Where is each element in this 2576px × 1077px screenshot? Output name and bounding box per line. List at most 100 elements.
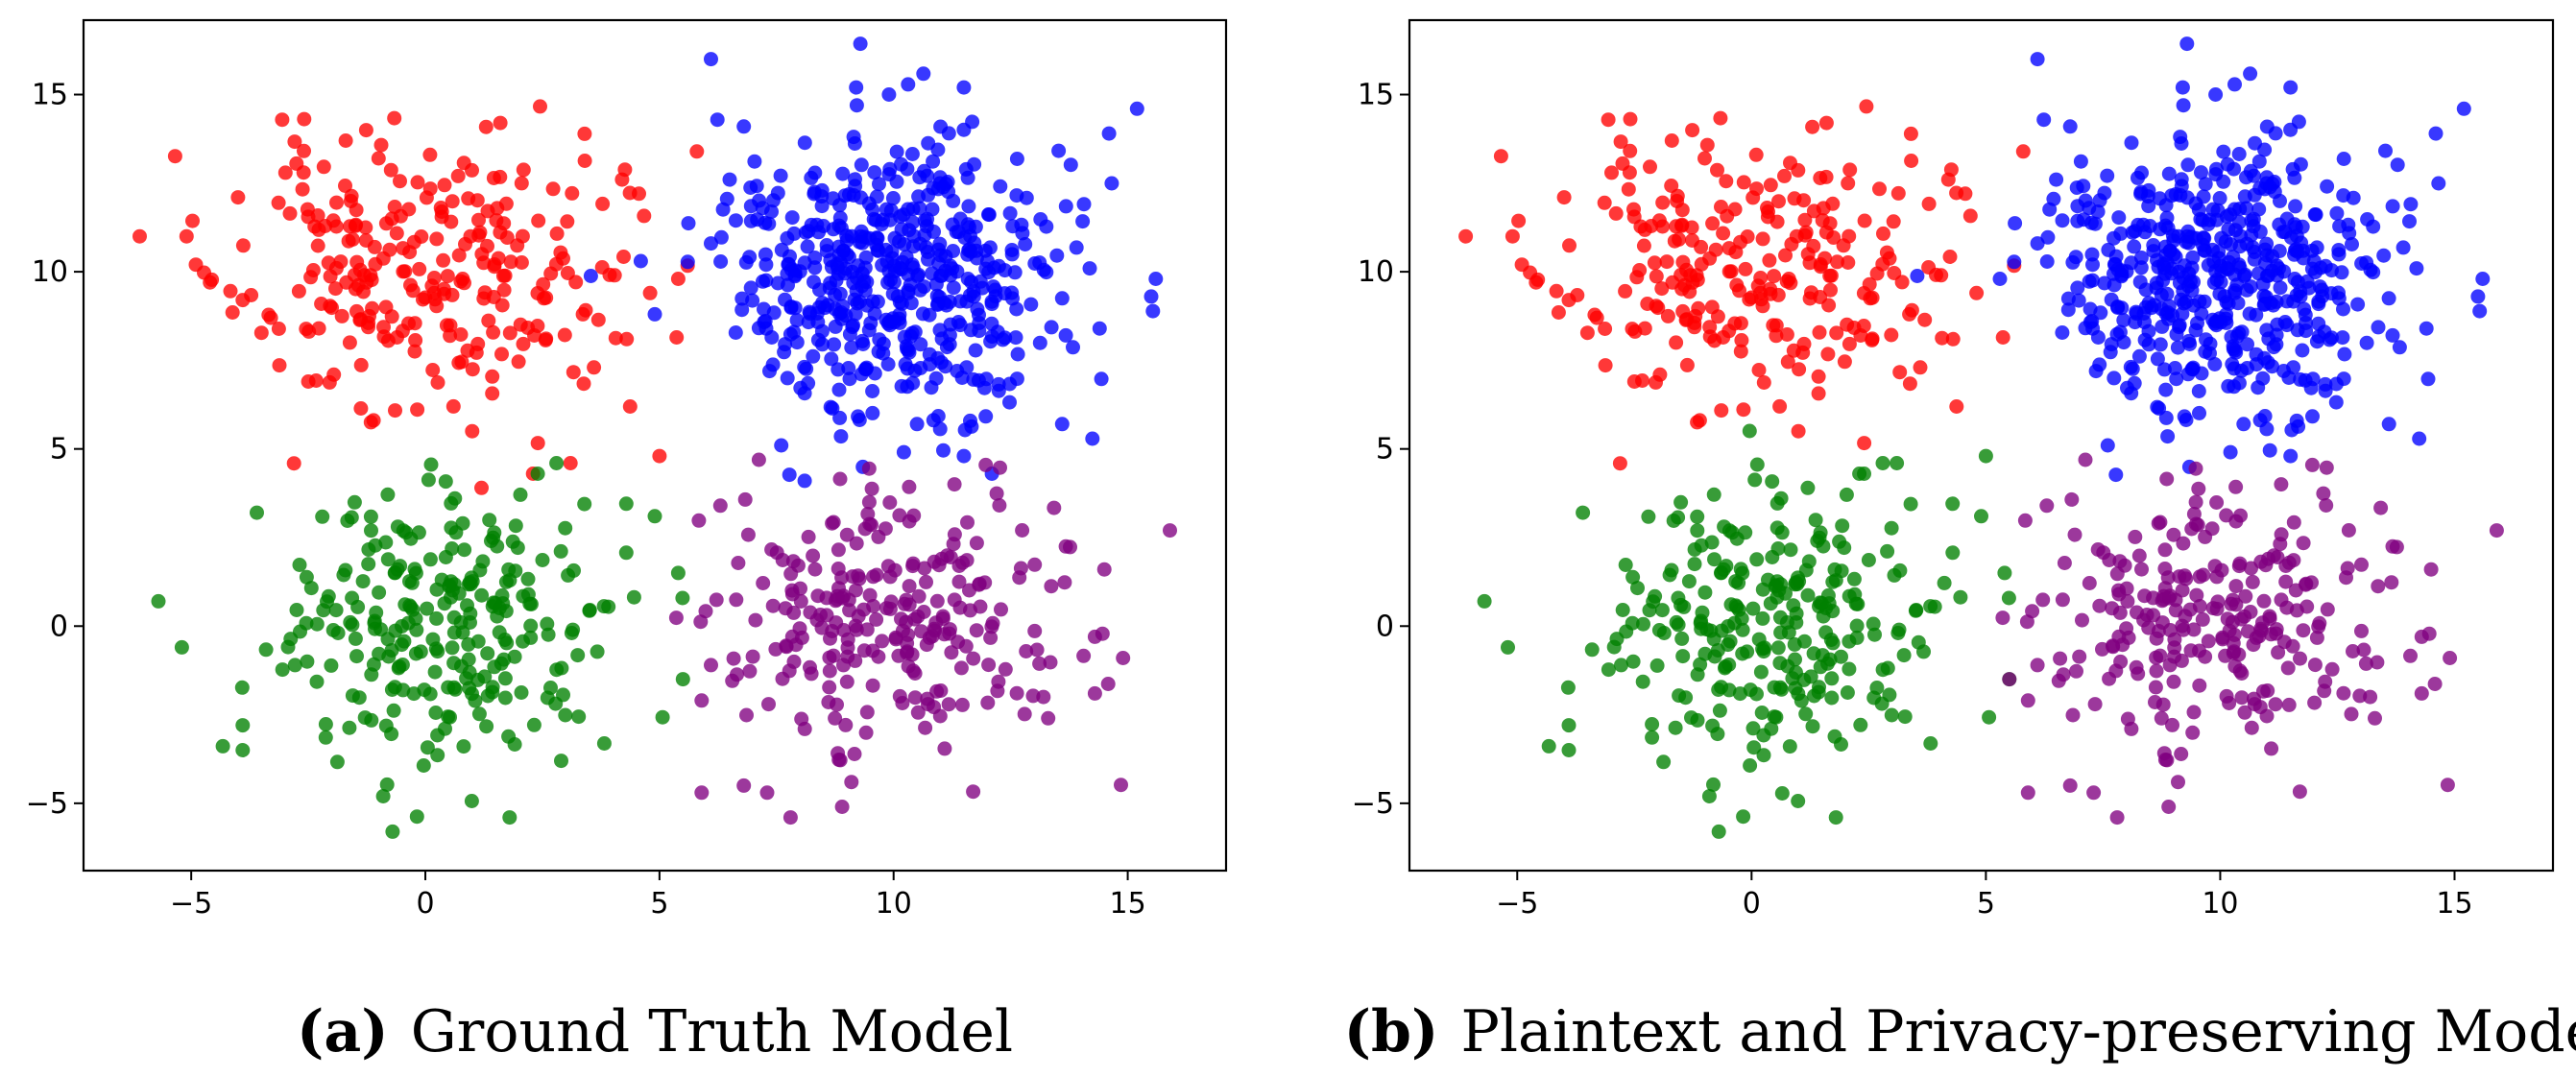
panel-b-cluster-red-point: [1597, 195, 1612, 210]
panel-b-cluster-purple-point: [2214, 562, 2229, 578]
panel-a-cluster-blue-point: [1085, 431, 1100, 446]
panel-a-cluster-red-point: [616, 250, 631, 264]
panel-b-cluster-purple-point: [2209, 601, 2225, 616]
panel-a-cluster-red-point: [301, 323, 317, 339]
panel-a-cluster-blue-point: [886, 258, 902, 274]
panel-a-cluster-purple-point: [822, 680, 837, 695]
panel-b-cluster-red-point: [1995, 330, 2010, 345]
panel-a-cluster-red-point: [476, 255, 492, 271]
panel-b-cluster-blue-point: [2402, 214, 2417, 229]
panel-a-cluster-purple-point: [891, 648, 906, 663]
panel-b-cluster-red-point: [1679, 357, 1695, 372]
panel-a-cluster-blue-point: [916, 66, 931, 82]
panel-a-cluster-blue-point: [984, 297, 999, 312]
panel-a-cluster-purple-point: [882, 601, 898, 616]
panel-b-points: [1458, 36, 2504, 839]
panel-b-cluster-green-point: [1832, 534, 1847, 549]
panel-b-cluster-blue-point: [2336, 152, 2351, 166]
panel-a-cluster-red-point: [536, 276, 551, 292]
panel-b-cluster-green-point: [1834, 649, 1848, 664]
panel-b-cluster-red-point: [1736, 175, 1751, 190]
panel-b-cluster-purple-point: [2149, 663, 2164, 679]
panel-b-cluster-purple-point: [2166, 527, 2181, 542]
panel-b-cluster-blue-point: [2062, 119, 2078, 134]
panel-a-cluster-blue-point: [633, 253, 648, 269]
panel-a-cluster-blue-point: [964, 419, 979, 434]
panel-b-cluster-red-point: [1781, 272, 1796, 286]
panel-a-cluster-green-point: [235, 743, 251, 757]
panel-b-cluster-red-point: [1551, 305, 1566, 320]
panel-b-cluster-purple-point: [2370, 655, 2385, 670]
panel-a-cluster-purple-point: [1013, 561, 1028, 576]
panel-a-cluster-blue-point: [835, 166, 851, 181]
panel-b-cluster-purple-point: [2363, 689, 2378, 705]
panel-b-cluster-blue-point: [2007, 254, 2022, 270]
panel-b-cluster-green-point: [1853, 717, 1868, 732]
panel-a-cluster-green-point: [293, 624, 307, 639]
panel-b-cluster-red-point: [1748, 147, 1764, 162]
panel-b-cluster-red-point: [1857, 436, 1872, 451]
panel-a-cluster-blue-point: [784, 210, 800, 226]
panel-b-cluster-purple-point: [2489, 523, 2504, 538]
panel-b-cluster-blue-point: [2146, 238, 2161, 252]
panel-b-cluster-blue-point: [2287, 170, 2302, 185]
panel-b-cluster-purple-point: [2165, 717, 2179, 732]
panel-a-cluster-green-point: [429, 610, 445, 626]
panel-a-cluster-purple-point: [928, 615, 944, 631]
panel-b-cluster-purple-point: [2249, 630, 2264, 645]
panel-a-cluster-red-point: [436, 252, 451, 268]
panel-a-cluster-blue-point: [1058, 199, 1073, 214]
panel-a-cluster-blue-point: [921, 251, 935, 267]
panel-b-cluster-green-point: [1783, 542, 1798, 558]
panel-a-cluster-purple-point: [736, 778, 752, 793]
panel-a-cluster-blue-point: [761, 216, 777, 231]
panel-a-cluster-purple-point: [917, 561, 932, 576]
panel-a-cluster-red-point: [223, 283, 238, 299]
panel-a-cluster-blue-point: [956, 448, 972, 464]
panel-b-cluster-purple-point: [2245, 574, 2260, 589]
panel-b-cluster-purple-point: [2232, 556, 2248, 571]
panel-b-cluster-blue-point: [2069, 180, 2084, 195]
panel-a-cluster-blue-point: [734, 302, 750, 318]
panel-b-cluster-blue-point: [1992, 272, 2008, 286]
panel-b-cluster-blue-point: [2249, 307, 2264, 323]
panel-b-cluster-purple-point: [2233, 508, 2248, 523]
panel-a-cluster-purple-point: [969, 623, 984, 638]
panel-b-cluster-purple-point: [2078, 452, 2093, 467]
panel-b-cluster-red-point: [1664, 133, 1679, 148]
panel-b-cluster-blue-point: [2127, 239, 2142, 254]
panel-a-cluster-purple-point: [929, 683, 945, 699]
panel-b-cluster-green-point: [1840, 685, 1855, 700]
panel-b-cluster-blue-point: [2409, 261, 2424, 276]
panel-b-cluster-purple-point: [2130, 605, 2144, 620]
panel-b-cluster-blue-point: [2209, 161, 2224, 177]
panel-a-cluster-purple-point: [878, 521, 893, 537]
panel-a-cluster-blue-point: [900, 342, 915, 356]
panel-b-cluster-purple-point: [2299, 576, 2314, 591]
panel-b-cluster-green-point: [1694, 538, 1709, 553]
panel-a-cluster-red-point: [485, 369, 500, 384]
panel-a-cluster-red-point: [689, 144, 705, 159]
panel-a-cluster-red-point: [460, 343, 475, 358]
panel-a-cluster-purple-point: [905, 556, 921, 571]
panel-b-cluster-blue-point: [2232, 260, 2248, 275]
panel-b-cluster-red-point: [1825, 196, 1841, 211]
panel-a-cluster-purple-point: [803, 605, 818, 620]
panel-a-cluster-blue-point: [926, 413, 941, 428]
panel-b-cluster-red-point: [1945, 331, 1961, 347]
panel-b-cluster-purple-point: [2105, 601, 2120, 616]
panel-b-cluster-blue-point: [2192, 294, 2207, 309]
panel-a-cluster-purple-point: [1029, 642, 1045, 658]
panel-a-cluster-purple-point: [907, 690, 923, 706]
panel-b-y-tick-label: −5: [1352, 787, 1394, 821]
panel-b-cluster-purple-point: [2255, 683, 2271, 699]
panel-a-cluster-red-point: [303, 270, 319, 285]
panel-a-cluster-green-point: [494, 656, 509, 671]
panel-a-cluster-green-point: [411, 525, 426, 540]
panel-a-cluster-red-point: [310, 238, 325, 253]
panel-a-cluster-blue-point: [922, 347, 937, 362]
panel-a-cluster-blue-point: [774, 438, 789, 453]
panel-b-cluster-red-point: [1675, 254, 1691, 270]
panel-b-cluster-blue-point: [2134, 165, 2149, 180]
panel-a-cluster-green-point: [329, 754, 345, 770]
